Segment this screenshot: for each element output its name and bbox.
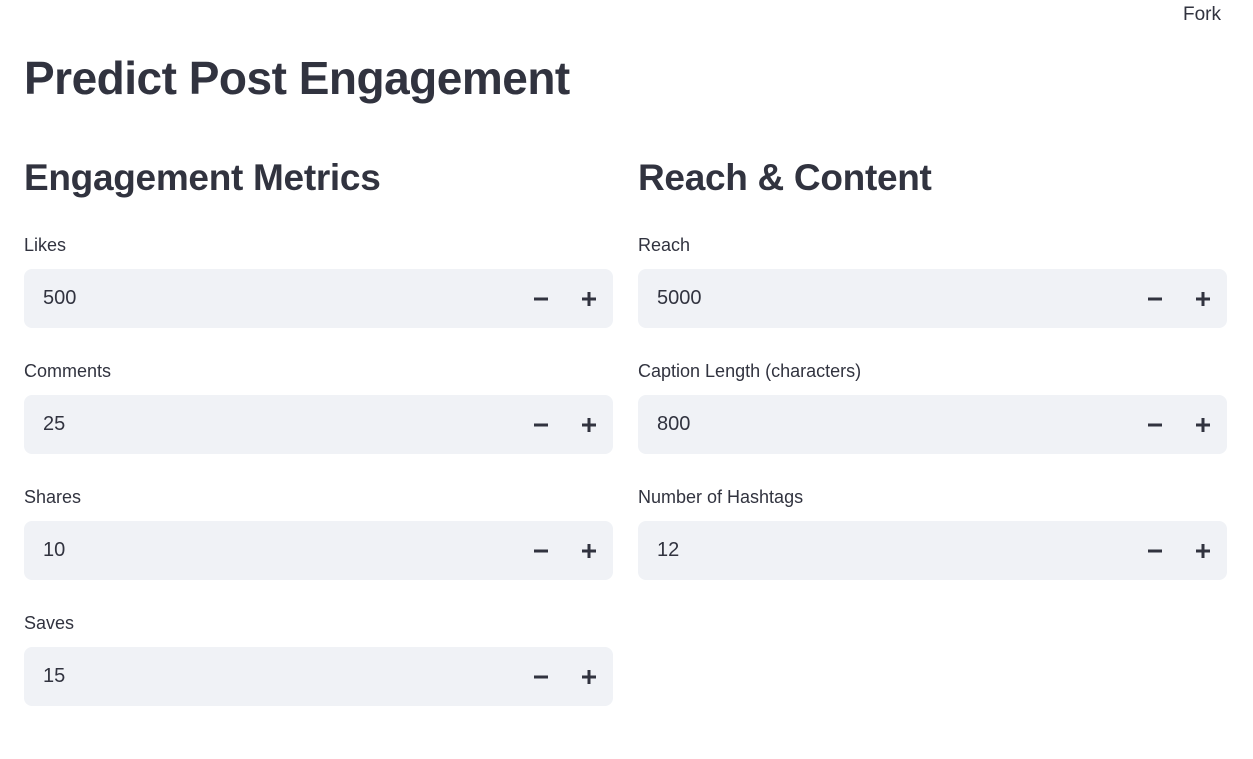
increment-button[interactable] xyxy=(565,395,613,454)
plus-icon xyxy=(582,292,596,306)
minus-icon xyxy=(534,675,548,679)
menu-item[interactable]: Fork xyxy=(1183,4,1221,25)
plus-icon xyxy=(1196,418,1210,432)
section-heading: Reach & Content xyxy=(638,157,932,198)
minus-icon xyxy=(534,423,548,427)
page-title: Predict Post Engagement xyxy=(24,52,570,104)
number-input[interactable]: 12 xyxy=(638,521,1227,580)
decrement-button[interactable] xyxy=(517,395,565,454)
decrement-button[interactable] xyxy=(517,647,565,706)
input-value[interactable]: 800 xyxy=(657,413,691,435)
section-heading: Engagement Metrics xyxy=(24,157,381,198)
decrement-button[interactable] xyxy=(1131,395,1179,454)
field-label: Reach xyxy=(638,235,691,255)
field-label: Comments xyxy=(24,361,112,381)
input-value[interactable]: 12 xyxy=(657,539,680,561)
input-value[interactable]: 25 xyxy=(43,413,66,435)
number-input[interactable]: 25 xyxy=(24,395,613,454)
increment-button[interactable] xyxy=(565,521,613,580)
number-input[interactable]: 15 xyxy=(24,647,613,706)
plus-icon xyxy=(1196,292,1210,306)
field-label: Number of Hashtags xyxy=(638,487,804,507)
increment-button[interactable] xyxy=(1179,395,1227,454)
field-label: Saves xyxy=(24,613,75,633)
minus-icon xyxy=(534,549,548,553)
decrement-button[interactable] xyxy=(517,269,565,328)
plus-icon xyxy=(582,670,596,684)
field-label: Likes xyxy=(24,235,67,255)
number-input[interactable]: 800 xyxy=(638,395,1227,454)
minus-icon xyxy=(1148,297,1162,301)
minus-icon xyxy=(1148,549,1162,553)
number-input[interactable]: 10 xyxy=(24,521,613,580)
number-input[interactable]: 500 xyxy=(24,269,613,328)
minus-icon xyxy=(534,297,548,301)
input-value[interactable]: 15 xyxy=(43,665,66,687)
plus-icon xyxy=(582,544,596,558)
increment-button[interactable] xyxy=(1179,269,1227,328)
minus-icon xyxy=(1148,423,1162,427)
field-label: Shares xyxy=(24,487,82,507)
decrement-button[interactable] xyxy=(1131,269,1179,328)
increment-button[interactable] xyxy=(565,647,613,706)
number-input[interactable]: 5000 xyxy=(638,269,1227,328)
increment-button[interactable] xyxy=(565,269,613,328)
input-value[interactable]: 10 xyxy=(43,539,66,561)
plus-icon xyxy=(582,418,596,432)
plus-icon xyxy=(1196,544,1210,558)
decrement-button[interactable] xyxy=(1131,521,1179,580)
increment-button[interactable] xyxy=(1179,521,1227,580)
field-label: Caption Length (characters) xyxy=(638,361,862,381)
decrement-button[interactable] xyxy=(517,521,565,580)
input-value[interactable]: 500 xyxy=(43,287,77,309)
input-value[interactable]: 5000 xyxy=(657,287,702,309)
